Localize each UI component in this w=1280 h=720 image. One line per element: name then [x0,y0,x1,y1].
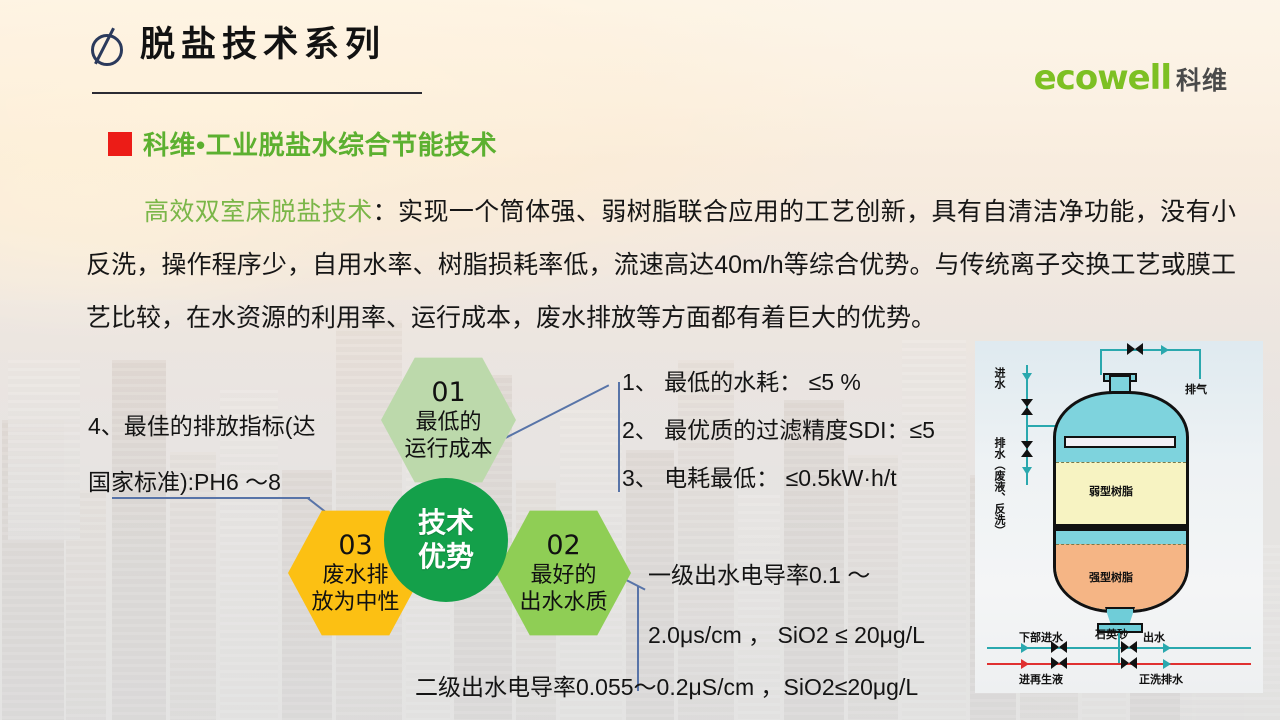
left-note-line1: 4、最佳的排放指标(达 [88,413,316,439]
hexagon-core-label: 技术 优势 [418,506,474,574]
hexagon-01-line2: 运行成本 [404,436,493,461]
diagram-label-strong-resin: 强型树脂 [1089,572,1133,584]
title-underline [92,92,422,94]
connector-vertical-top [618,382,620,492]
red-square-bullet-icon [108,131,132,156]
hexagon-01-line1: 最低的 [415,409,482,434]
pipe-regen-inlet [987,663,1251,665]
diagram-label-vent: 排气 [1185,384,1207,396]
connector-vertical-bottom [637,586,639,691]
diagram-label-inlet: 进水 [993,367,1005,389]
vessel-body [1053,391,1189,613]
hexagon-01-number: 01 [431,377,466,408]
hexagon-03-number: 03 [338,530,373,561]
advantage-bullet-list: 1、 最低的水耗： ≤5 % 2、 最优质的过滤精度SDI：≤5 3、 电耗最低… [622,358,972,502]
page-title: 脱盐技术系列 [140,25,387,65]
connector-horizontal-left [112,497,310,499]
layer-weak-resin [1056,462,1186,524]
diagram-label-bottom-inlet: 下部进水 [1019,632,1063,644]
logo-brand-text: ecowell [1033,58,1172,98]
hexagon-core-circle[interactable]: 技术 优势 [384,478,508,602]
note-secondary-conductivity: 二级出水电导率0.055～0.2μS/cm ，SiO2≤20μg/L [415,674,919,700]
paragraph-highlight: 高效双室床脱盐技术 [144,198,373,226]
vessel-middle-distributor [1056,524,1186,531]
bullet-item-3: 3、 电耗最低： ≤0.5kW·h/t [622,465,897,491]
hexagon-02-line2: 出水水质 [519,589,608,614]
hexagon-03-line2: 放为中性 [311,589,400,614]
diagram-label-regen-inlet: 进再生液 [1019,674,1063,686]
hexagon-item-02[interactable]: 02 最好的 出水水质 [496,510,631,636]
pipe-bottom-inlet [987,647,1251,649]
diagram-label-rinse-drain: 正洗排水 [1139,674,1183,686]
diagram-vessel: 弱型树脂 强型树脂 石英砂 [1053,373,1189,641]
vessel-top-distributor [1064,436,1176,448]
section-subtitle: 科维•工业脱盐水综合节能技术 [143,130,498,160]
logo-chinese-text: 科维 [1175,67,1228,95]
hexagon-03-line1: 废水排 [322,562,389,587]
bullet-item-2: 2、 最优质的过滤精度SDI：≤5 [622,417,935,443]
hexagon-02-number: 02 [546,530,581,561]
process-diagram-panel: 排气 进水 排水（废液、反洗） 弱型树脂 [975,341,1263,693]
paragraph-body: ：实现一个筒体强、弱树脂联合应用的工艺创新，具有自清洁净功能，没有小反洗，操作程… [86,198,1236,332]
null-set-icon [88,26,123,66]
core-line1: 技术 [417,507,474,538]
diagram-label-quartz-sand: 石英砂 [1095,629,1128,641]
layer-strong-resin [1056,544,1186,610]
diagram-label-weak-resin: 弱型树脂 [1089,486,1133,498]
left-note-line2: 国家标准):PH6 ～8 [88,469,281,495]
hexagon-02-line1: 最好的 [530,562,597,587]
page-title-row: 脱盐技术系列 [88,25,387,66]
left-note: 4、最佳的排放指标(达 国家标准):PH6 ～8 [88,398,388,510]
core-line2: 优势 [417,541,474,572]
body-paragraph: 高效双室床脱盐技术：实现一个筒体强、弱树脂联合应用的工艺创新，具有自清洁净功能，… [86,186,1236,345]
note-primary-conductivity-line2: 2.0μs/cm ， SiO2 ≤ 20μg/L [648,622,925,648]
brand-logo: ecowell 科维 [1034,58,1228,98]
note-primary-conductivity-line1: 一级出水电导率0.1 ～ [648,562,871,588]
vessel-base-flange [1097,623,1143,633]
section-subtitle-row: 科维•工业脱盐水综合节能技术 [108,125,497,162]
bullet-item-1: 1、 最低的水耗： ≤5 % [622,369,861,395]
diagram-label-outlet: 出水 [1143,632,1165,644]
diagram-label-drain: 排水（废液、反洗） [993,437,1005,536]
